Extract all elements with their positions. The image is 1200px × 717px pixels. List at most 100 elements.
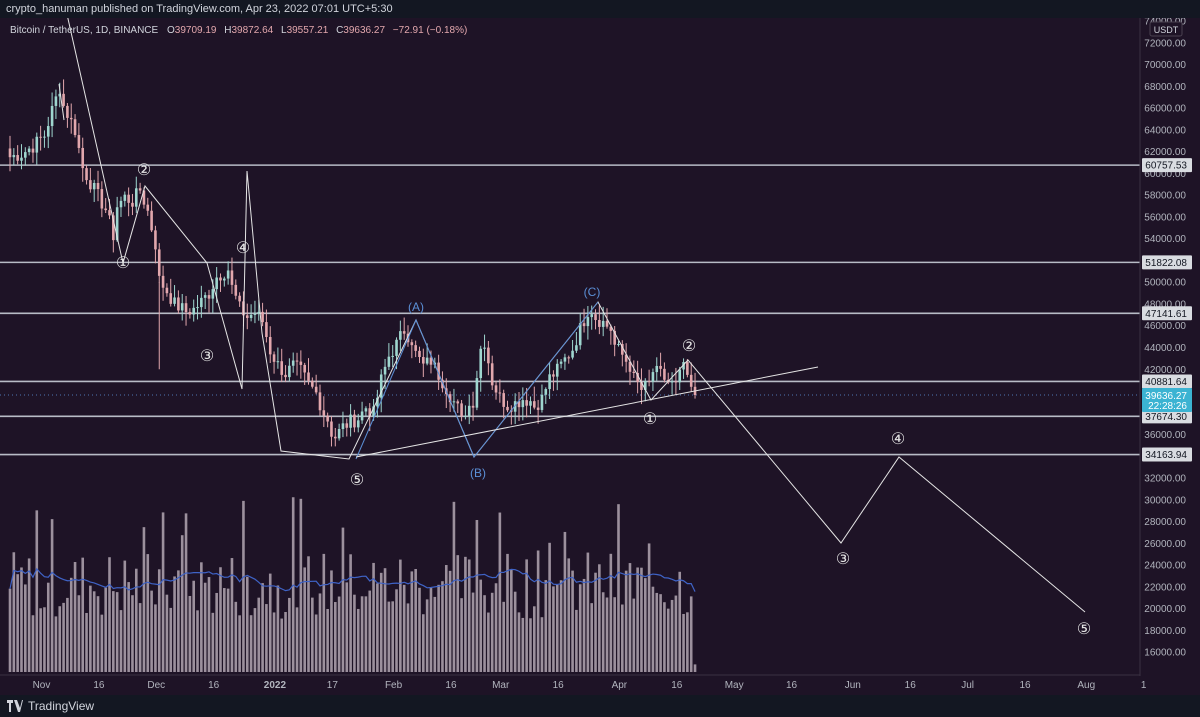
- volume-bar: [288, 597, 291, 672]
- volume-bar: [108, 557, 111, 672]
- trendline: [355, 366, 819, 458]
- candle-body: [295, 360, 299, 362]
- volume-bar: [498, 512, 502, 672]
- level-price-tag-label: 40881.64: [1145, 377, 1187, 388]
- candle-body: [349, 414, 352, 428]
- last-price-tag-value: 39636.27: [1145, 391, 1187, 402]
- candle-body: [24, 152, 27, 158]
- candle-body: [123, 194, 127, 201]
- volume-bar: [169, 607, 173, 672]
- candle-body: [180, 303, 184, 311]
- volume-bar: [318, 593, 322, 672]
- volume-bar: [502, 601, 505, 672]
- volume-bar: [12, 552, 16, 672]
- candle-body: [414, 345, 417, 351]
- volume-bar: [311, 597, 314, 672]
- candle-body: [299, 361, 303, 365]
- time-tick-label: 16: [93, 680, 105, 691]
- volume-bar: [578, 584, 582, 672]
- volume-bar: [490, 592, 494, 672]
- time-tick-label: 16: [786, 680, 798, 691]
- volume-bar: [330, 570, 333, 672]
- volume-bar: [146, 554, 150, 672]
- level-price-tag-label: 51822.08: [1145, 258, 1187, 269]
- volume-bar: [693, 664, 697, 672]
- candle-body: [284, 374, 287, 378]
- price-tick-label: 58000.00: [1144, 191, 1186, 202]
- currency-badge[interactable]: USDT: [1149, 21, 1183, 37]
- volume-bar: [682, 613, 685, 672]
- candle-body: [261, 311, 264, 323]
- candle-body: [257, 311, 261, 314]
- candle-body: [643, 381, 647, 390]
- candle-body: [368, 408, 372, 417]
- volume-bar: [127, 582, 130, 672]
- candle-body: [632, 371, 636, 373]
- volume-bar: [494, 583, 498, 672]
- candle-body: [157, 249, 161, 276]
- price-tick-label: 16000.00: [1144, 648, 1186, 659]
- volume-bar: [299, 498, 303, 672]
- volume-bar: [81, 557, 85, 672]
- volume-bar: [621, 604, 624, 672]
- candle-body: [525, 400, 528, 406]
- candle-body: [43, 136, 46, 138]
- candle-body: [460, 403, 463, 417]
- wave-label-white: ②: [682, 338, 696, 355]
- candle-body: [552, 374, 555, 377]
- candle-body: [402, 331, 406, 334]
- volume-bar: [563, 531, 567, 672]
- candle-body: [467, 405, 471, 417]
- candle-body: [598, 320, 601, 327]
- time-tick-label: 16: [1019, 680, 1031, 691]
- volume-bar: [203, 582, 207, 672]
- candle-body: [238, 295, 241, 302]
- candle-body: [621, 344, 624, 355]
- volume-bar: [433, 596, 437, 672]
- candle-body: [605, 320, 609, 327]
- candle-body: [437, 362, 440, 380]
- level-price-tag: [1142, 306, 1192, 321]
- candle-body: [464, 416, 467, 418]
- price-chart[interactable]: ① ② ③ ④ ⑤ ① ② ③ ④ ⑤ (A) (B) (C) 16000.00 18000.00 2000…: [0, 18, 1200, 695]
- candle-body: [686, 362, 689, 375]
- volume-bar: [368, 590, 372, 672]
- volume-bar: [418, 587, 421, 672]
- volume-bar: [414, 568, 417, 672]
- volume-bar: [24, 584, 27, 672]
- price-tick-label: 32000.00: [1144, 474, 1186, 485]
- candle-body: [670, 381, 674, 383]
- volume-bar: [666, 608, 670, 672]
- legend-high: 39872.64: [232, 25, 274, 36]
- volume-bar: [460, 598, 463, 672]
- volume-bar: [406, 603, 410, 672]
- volume-bar: [8, 588, 12, 672]
- wave-label-blue: (A): [408, 300, 424, 314]
- legend-open: 39709.19: [175, 25, 217, 36]
- candle-body: [326, 415, 329, 422]
- tradingview-brand[interactable]: TradingView: [7, 699, 94, 713]
- time-tick-label: 16: [553, 680, 565, 691]
- candle-body: [617, 344, 620, 346]
- candle-body: [16, 155, 19, 161]
- candle-body: [39, 136, 42, 138]
- candle-body: [311, 380, 314, 387]
- candle-body: [81, 147, 85, 169]
- volume-bar: [376, 583, 379, 672]
- volume-bar: [598, 564, 601, 672]
- volume-bar: [157, 569, 161, 672]
- volume-bar: [272, 612, 276, 672]
- publish-info: crypto_hanuman published on TradingView.…: [6, 3, 393, 15]
- candle-body: [89, 180, 92, 190]
- candle-body: [303, 364, 306, 373]
- candle-body: [96, 183, 100, 190]
- candle-body: [360, 411, 364, 421]
- brand-name: TradingView: [28, 699, 95, 713]
- volume-bar: [663, 602, 666, 672]
- candle-body: [674, 381, 678, 383]
- candle-body: [586, 317, 590, 327]
- symbol-legend: Bitcoin / TetherUS, 1D, BINANCE O39709.1…: [10, 25, 467, 36]
- volume-bar: [280, 618, 284, 672]
- price-tick-label: 42000.00: [1144, 365, 1186, 376]
- volume-bar: [134, 568, 138, 672]
